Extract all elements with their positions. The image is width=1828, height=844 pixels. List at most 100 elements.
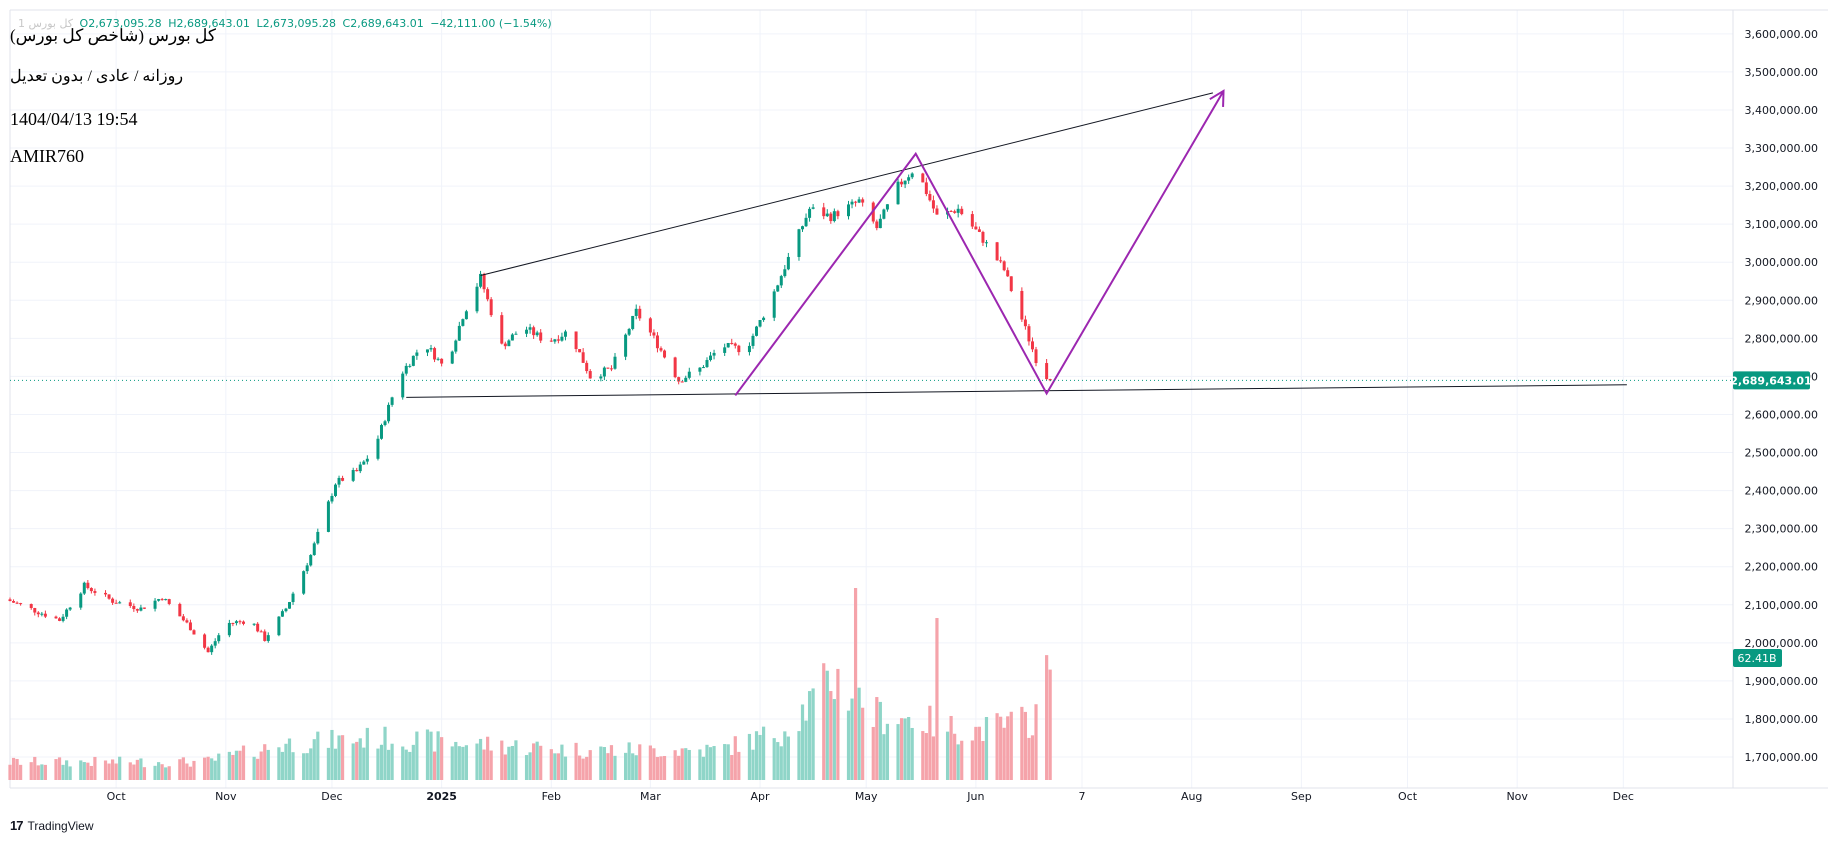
price-tick-label: 2,900,000.00 xyxy=(1745,294,1818,307)
candle xyxy=(461,319,465,326)
volume-bar xyxy=(440,737,444,780)
volume-bar xyxy=(885,723,890,780)
price-tick-label: 3,200,000.00 xyxy=(1745,180,1818,193)
candle xyxy=(309,555,313,566)
candle xyxy=(981,231,985,243)
candle xyxy=(263,631,267,641)
volume-bar xyxy=(588,750,592,780)
close-value: C2,689,643.01 xyxy=(342,17,424,30)
volume-bar xyxy=(33,756,37,780)
candle xyxy=(903,180,907,185)
price-tick-label: 1,900,000.00 xyxy=(1745,675,1818,688)
candle xyxy=(252,623,256,625)
volume-bar xyxy=(807,691,812,780)
candle xyxy=(949,211,953,213)
volume-bar xyxy=(482,749,486,780)
candle xyxy=(330,495,334,502)
volume-bar xyxy=(599,746,603,780)
volume-bar xyxy=(415,731,419,780)
volume-bar xyxy=(829,691,833,780)
candle xyxy=(832,211,836,222)
candle xyxy=(89,588,93,592)
volume-bar xyxy=(613,755,617,780)
volume-bar xyxy=(733,736,737,780)
candle xyxy=(514,333,518,335)
axis-labels: 2,689,643.01 62.41B xyxy=(10,371,1812,668)
candle xyxy=(54,616,58,619)
time-tick-label: Nov xyxy=(215,790,237,803)
volume-bar xyxy=(524,755,529,780)
volume-bar xyxy=(79,760,83,780)
volume-bar xyxy=(287,738,292,780)
volume-bar xyxy=(1048,669,1052,780)
volume-bar xyxy=(861,707,865,780)
candle xyxy=(238,621,242,623)
volume-bar xyxy=(503,754,507,780)
volume-bar xyxy=(772,738,776,780)
candle xyxy=(288,602,292,609)
volume-bar xyxy=(974,726,978,780)
volume-bar xyxy=(907,717,911,780)
volume-bar xyxy=(680,748,684,780)
volume-bar xyxy=(266,749,270,780)
volume-bar xyxy=(903,718,907,780)
candle xyxy=(900,181,904,185)
volume-bar xyxy=(1027,737,1031,780)
candle xyxy=(808,208,812,218)
volume-bar xyxy=(217,753,221,780)
candle xyxy=(970,214,974,227)
candle xyxy=(882,209,886,219)
candle xyxy=(231,622,235,624)
ticker-name[interactable]: کل بورس 1 xyxy=(18,17,74,30)
volume-bar xyxy=(528,752,532,780)
candle xyxy=(316,531,320,544)
candle xyxy=(659,348,663,351)
candle xyxy=(698,367,702,372)
volume-bar xyxy=(82,762,86,780)
volume-bar xyxy=(687,749,691,780)
candle xyxy=(885,204,889,210)
volume-bar xyxy=(142,767,147,780)
candle xyxy=(528,327,532,330)
candle xyxy=(333,484,337,496)
candle xyxy=(563,331,567,337)
candle xyxy=(12,601,16,603)
volume-bar xyxy=(1006,716,1010,780)
candle xyxy=(673,357,677,378)
volume-bar xyxy=(698,749,702,780)
tradingview-brand: TradingView xyxy=(27,818,94,833)
time-tick-label: Aug xyxy=(1181,790,1202,803)
candle xyxy=(203,634,207,648)
info-title: کل بورس (شاخص کل بورس) xyxy=(10,26,216,45)
volume-bar xyxy=(970,740,974,780)
volume-bar xyxy=(61,764,65,780)
candle xyxy=(167,599,171,604)
candle xyxy=(829,213,833,222)
volume-bar xyxy=(486,736,490,780)
candle xyxy=(40,613,44,615)
volume-bar xyxy=(931,736,936,780)
volume-bar xyxy=(29,762,33,780)
volume-bar xyxy=(560,744,564,780)
volume-bar xyxy=(754,731,759,780)
volume-bar xyxy=(156,762,161,780)
volume-bar xyxy=(118,756,122,780)
volume-bar xyxy=(333,748,338,780)
volume-bar xyxy=(160,764,164,780)
price-tick-label: 3,500,000.00 xyxy=(1745,66,1818,79)
candle xyxy=(355,470,359,472)
candle xyxy=(114,602,118,604)
candle xyxy=(450,351,454,364)
volume-bar xyxy=(578,755,582,780)
time-axis: Oct Nov Dec 2025 Feb Mar Apr May Jun 7 Aug Sep Oct No… xyxy=(107,790,1634,803)
volume-bar xyxy=(751,749,755,780)
candle xyxy=(302,571,306,594)
drawings xyxy=(406,89,1627,398)
candle xyxy=(783,269,787,277)
grid xyxy=(9,9,1828,789)
candle xyxy=(464,311,468,320)
candle xyxy=(956,208,960,213)
tradingview-logo[interactable]: 17 TradingView xyxy=(10,818,94,833)
volume-bar xyxy=(1002,727,1006,780)
